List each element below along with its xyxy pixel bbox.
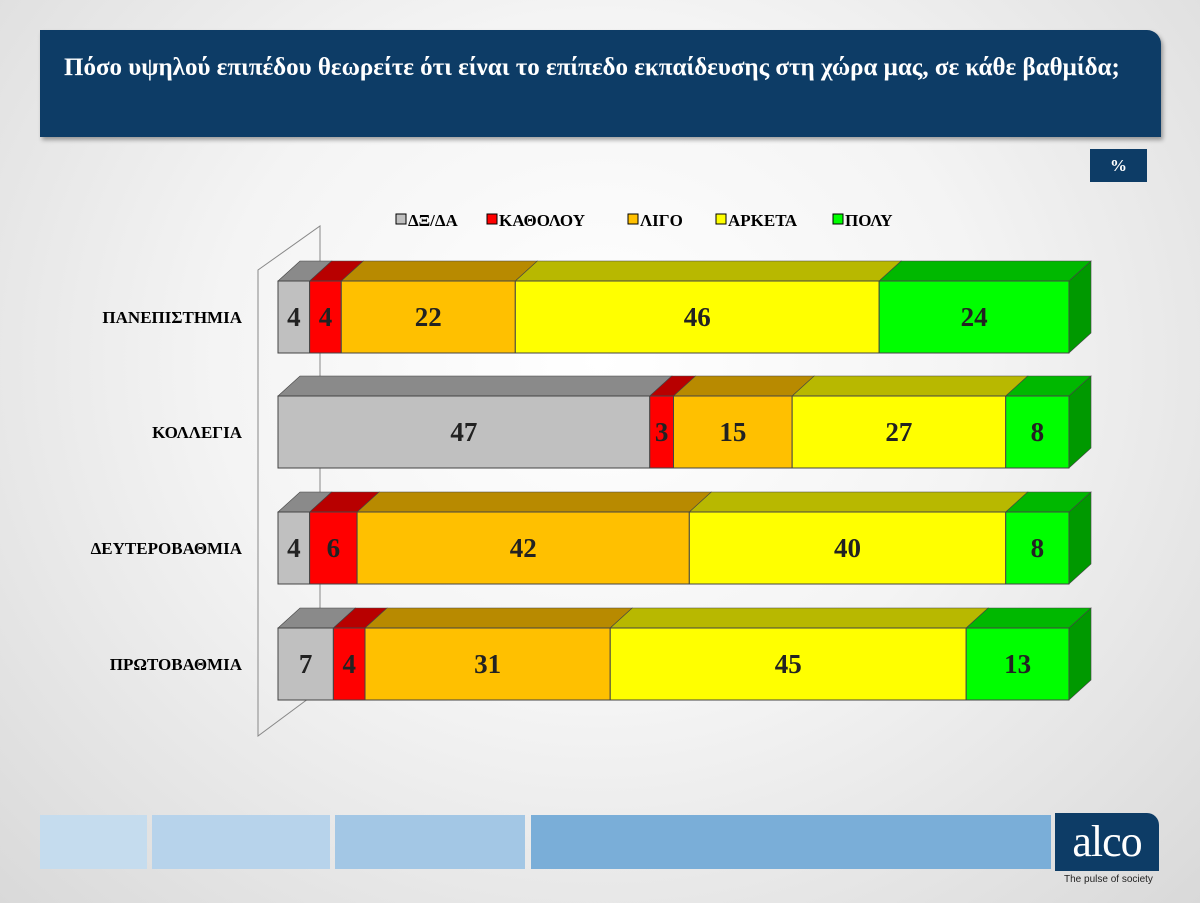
category-label: ΚΟΛΛΕΓΙΑ [152,423,243,442]
bar-row: 4 6 42 40 8 [277,491,1092,585]
bar-top-face [514,260,902,282]
data-label: 40 [834,533,861,563]
bar-top-face [364,607,633,629]
data-label: 31 [474,649,501,679]
legend-label: ΚΑΘΟΛΟΥ [499,211,585,230]
unit-badge: % [1090,149,1147,182]
bar-top-face [878,260,1092,282]
bar-top-face [277,375,673,397]
bar-row: 4 4 22 46 24 [277,260,1092,354]
footer-bar-4 [531,815,1051,869]
footer-bar-3 [335,815,525,869]
bar-segment [277,627,334,701]
data-label: 22 [415,302,442,332]
legend-swatch [627,213,639,225]
category-label: ΔΕΥΤΕΡΟΒΑΘΜΙΑ [91,539,243,558]
bar-side-face [1068,260,1092,354]
data-label: 46 [684,302,711,332]
legend-swatch [832,213,844,225]
page-title: Πόσο υψηλού επιπέδου θεωρείτε ότι είναι … [64,54,1120,81]
bar-segment [688,511,1007,585]
bar-segment [514,280,880,354]
bar-top-face [340,260,539,282]
footer-bar-2 [152,815,330,869]
data-label: 47 [450,417,477,447]
data-label: 4 [287,302,301,332]
bar-segment [277,280,311,354]
data-label: 4 [342,649,356,679]
bar-top-face [688,491,1029,513]
category-labels: ΠΑΝΕΠΙΣΤΗΜΙΑ ΚΟΛΛΕΓΙΑ ΔΕΥΤΕΡΟΒΑΘΜΙΑ ΠΡΩΤΟΒΑ… [91,308,243,674]
legend-label: ΠΟΛΥ [845,211,893,230]
bar-segment [340,280,516,354]
bar-segment [277,511,311,585]
data-label: 7 [299,649,313,679]
legend-swatch [395,213,407,225]
brand-tagline: The pulse of society [1064,874,1153,885]
footer-bar-1 [40,815,147,869]
data-label: 45 [775,649,802,679]
data-label: 4 [287,533,301,563]
bar-segment [965,627,1070,701]
chart-legend: ΔΞ/ΔΑ ΚΑΘΟΛΟΥ ΛΙΓΟ ΑΡΚΕΤΑ ΠΟΛΥ [395,211,893,230]
bar-row: 7 4 31 45 13 [277,607,1092,701]
data-label: 3 [655,417,669,447]
category-label: ΠΡΩΤΟΒΑΘΜΙΑ [110,655,243,674]
brand-logo: alco [1055,813,1159,871]
data-label: 24 [961,302,988,332]
data-label: 13 [1004,649,1031,679]
bar-segment [364,627,611,701]
bar-top-face [609,607,989,629]
bar-top-face [356,491,713,513]
category-label: ΠΑΝΕΠΙΣΤΗΜΙΑ [102,308,242,327]
data-label: 27 [885,417,912,447]
bar-segment [332,627,366,701]
bar-segment [673,395,793,469]
bar-side-face [1068,491,1092,585]
bar-top-face [791,375,1029,397]
legend-label: ΔΞ/ΔΑ [408,211,459,230]
bar-row: 47 3 15 27 8 [277,375,1092,469]
data-label: 15 [719,417,746,447]
legend-label: ΑΡΚΕΤΑ [728,211,798,230]
legend-label: ΛΙΓΟ [640,211,683,230]
bar-segment [309,280,342,354]
legend-swatch [715,213,727,225]
bar-segment [791,395,1007,469]
bar-top-face [672,375,815,397]
bar-segment [1005,511,1070,585]
data-label: 6 [327,533,341,563]
data-label: 8 [1031,533,1045,563]
bar-side-face [1068,375,1092,469]
legend-swatch [486,213,498,225]
bar-segment [277,395,651,469]
bar-segment [356,511,690,585]
data-label: 4 [319,302,333,332]
bar-side-face [1068,607,1092,701]
data-label: 8 [1031,417,1045,447]
title-bar: Πόσο υψηλού επιπέδου θεωρείτε ότι είναι … [40,30,1161,137]
data-label: 42 [510,533,537,563]
bar-segment [309,511,358,585]
